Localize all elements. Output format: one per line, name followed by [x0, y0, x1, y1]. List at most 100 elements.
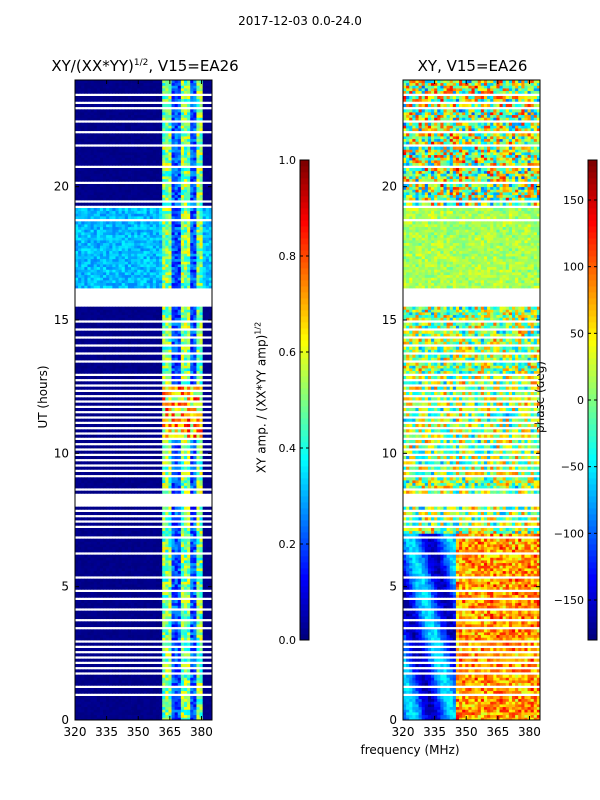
heatmap-cell	[183, 408, 188, 412]
heatmap-cell	[193, 445, 197, 449]
heatmap-cell	[202, 706, 207, 710]
heatmap-cell	[174, 680, 179, 684]
heatmap-cell	[90, 573, 95, 577]
heatmap-cell	[187, 258, 191, 262]
heatmap-cell	[109, 317, 113, 321]
heatmap-cell	[202, 712, 207, 716]
heatmap-cell	[196, 605, 200, 609]
heatmap-cell	[155, 330, 160, 334]
heatmap-cell	[146, 461, 151, 465]
heatmap-cell	[81, 565, 85, 569]
heatmap-cell	[155, 637, 160, 641]
heatmap-cell	[140, 616, 144, 620]
heatmap-cell	[75, 570, 79, 574]
heatmap-cell	[90, 605, 95, 609]
heatmap-cell	[180, 274, 185, 278]
heatmap-cell	[137, 258, 141, 262]
heatmap-cell	[137, 440, 141, 444]
heatmap-cell	[81, 330, 85, 334]
heatmap-cell	[103, 706, 107, 710]
heatmap-cell	[149, 632, 154, 636]
heatmap-cell	[143, 560, 148, 564]
heatmap-cell	[174, 450, 179, 454]
heatmap-cell	[93, 541, 98, 545]
heatmap-cell	[87, 376, 91, 380]
heatmap-cell	[84, 677, 88, 681]
heatmap-cell	[174, 376, 179, 380]
heatmap-cell	[90, 533, 95, 537]
heatmap-cell	[202, 568, 207, 572]
heatmap-cell	[81, 690, 85, 694]
heatmap-cell	[112, 706, 116, 710]
heatmap-cell	[118, 682, 123, 686]
heatmap-cell	[196, 368, 200, 372]
heatmap-cell	[137, 397, 141, 401]
heatmap-cell	[127, 573, 132, 577]
heatmap-cell	[84, 312, 88, 316]
heatmap-cell	[196, 333, 200, 337]
heatmap-cell	[159, 322, 163, 326]
heatmap-cell	[131, 522, 135, 526]
heatmap-cell	[199, 605, 204, 609]
heatmap-cell	[187, 690, 191, 694]
heatmap-cell	[140, 586, 144, 590]
heatmap-cell	[137, 338, 141, 342]
heatmap-cell	[190, 261, 194, 265]
heatmap-cell	[75, 581, 79, 585]
heatmap-cell	[183, 682, 188, 686]
heatmap-cell	[208, 269, 213, 273]
heatmap-cell	[99, 712, 104, 716]
heatmap-cell	[137, 578, 141, 582]
heatmap-cell	[87, 368, 91, 372]
heatmap-cell	[155, 586, 160, 590]
heatmap-cell	[208, 528, 213, 532]
heatmap-cell	[137, 314, 141, 318]
heatmap-cell	[103, 538, 107, 542]
heatmap-cell	[183, 306, 188, 310]
heatmap-cell	[152, 717, 157, 721]
heatmap-cell	[162, 317, 166, 321]
heatmap-cell	[137, 354, 141, 358]
heatmap-cell	[146, 557, 151, 561]
heatmap-cell	[171, 402, 176, 406]
heatmap-cell	[162, 490, 166, 494]
heatmap-cell	[96, 285, 101, 289]
heatmap-cell	[140, 704, 144, 708]
heatmap-cell	[75, 658, 79, 662]
heatmap-cell	[146, 613, 151, 617]
heatmap-cell	[149, 285, 154, 289]
heatmap-cell	[183, 445, 188, 449]
heatmap-cell	[87, 712, 91, 716]
heatmap-cell	[127, 688, 132, 692]
heatmap-cell	[199, 632, 204, 636]
heatmap-cell	[190, 549, 194, 553]
heatmap-cell	[177, 677, 182, 681]
heatmap-cell	[152, 517, 157, 521]
heatmap-cell	[196, 429, 200, 433]
heatmap-cell	[124, 584, 129, 588]
heatmap-cell	[196, 450, 200, 454]
heatmap-cell	[127, 490, 132, 494]
heatmap-cell	[146, 637, 151, 641]
heatmap-cell	[99, 461, 104, 465]
heatmap-cell	[190, 314, 194, 318]
heatmap-cell	[193, 549, 197, 553]
heatmap-cell	[131, 677, 135, 681]
heatmap-cell	[78, 637, 82, 641]
heatmap-cell	[106, 568, 110, 572]
heatmap-cell	[196, 709, 200, 713]
heatmap-cell	[155, 557, 160, 561]
heatmap-cell	[146, 424, 151, 428]
heatmap-cell	[146, 429, 151, 433]
heatmap-cell	[152, 658, 157, 662]
heatmap-cell	[134, 704, 138, 708]
heatmap-cell	[165, 586, 169, 590]
heatmap-cell	[115, 282, 119, 286]
heatmap-cell	[112, 522, 116, 526]
heatmap-cell	[127, 272, 132, 276]
heatmap-cell	[168, 354, 172, 358]
heatmap-cell	[143, 677, 148, 681]
heatmap-cell	[174, 365, 179, 369]
heatmap-cell	[81, 530, 85, 534]
heatmap-cell	[183, 269, 188, 273]
